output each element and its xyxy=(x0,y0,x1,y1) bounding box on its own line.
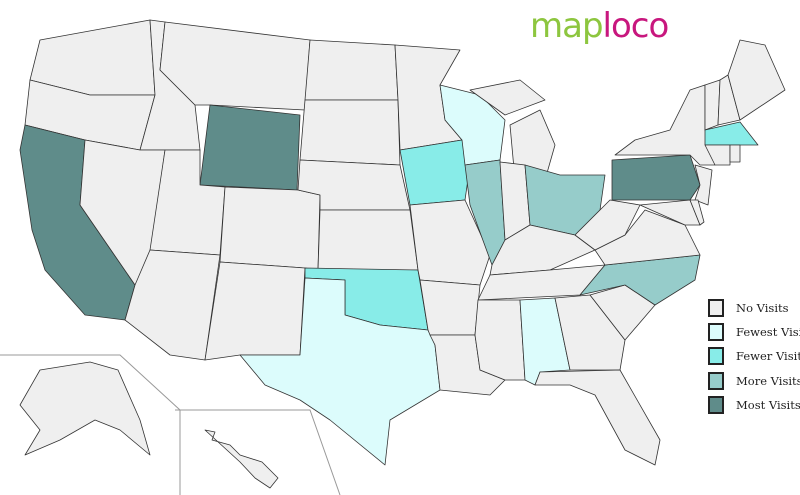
state-hi[interactable] xyxy=(204,429,279,489)
state-de[interactable] xyxy=(689,199,705,226)
legend-label: Most Visits xyxy=(736,397,800,412)
state-tx[interactable] xyxy=(239,277,441,466)
legend: No Visits Fewest Visits Fewer Visits Mor… xyxy=(708,296,800,417)
state-me[interactable] xyxy=(727,39,786,121)
legend-label: More Visits xyxy=(736,373,800,388)
state-sd[interactable] xyxy=(299,99,401,166)
legend-swatch xyxy=(708,323,724,342)
legend-swatch xyxy=(708,395,724,414)
state-nj[interactable] xyxy=(694,164,713,206)
state-nd[interactable] xyxy=(304,39,399,101)
logo-part2: loco xyxy=(602,6,670,46)
legend-item-fewest: Fewest Visits xyxy=(708,320,800,344)
legend-item-most: Most Visits xyxy=(708,393,800,417)
state-ky[interactable] xyxy=(489,224,596,276)
state-ri[interactable] xyxy=(729,144,741,163)
state-fl[interactable] xyxy=(534,369,661,466)
state-wa[interactable] xyxy=(29,19,156,96)
state-ia[interactable] xyxy=(399,139,471,206)
state-miu[interactable] xyxy=(469,79,546,116)
legend-label: Fewest Visits xyxy=(736,325,800,340)
state-co[interactable] xyxy=(219,186,321,271)
logo-part1: map xyxy=(530,6,604,46)
state-ma[interactable] xyxy=(704,121,759,146)
legend-swatch xyxy=(708,299,724,318)
legend-label: Fewer Visits xyxy=(736,349,800,364)
maploco-logo: maploco xyxy=(530,6,670,46)
state-ct[interactable] xyxy=(704,144,731,166)
legend-label: No Visits xyxy=(736,301,789,316)
state-wy[interactable] xyxy=(199,104,301,191)
alaska-inset-border xyxy=(0,354,181,495)
legend-item-more: More Visits xyxy=(708,369,800,393)
legend-item-fewer: Fewer Visits xyxy=(708,344,800,368)
legend-item-none: No Visits xyxy=(708,296,800,320)
state-ks[interactable] xyxy=(317,209,419,271)
state-ak[interactable] xyxy=(19,361,151,456)
state-ms[interactable] xyxy=(474,299,526,381)
legend-swatch xyxy=(708,371,724,390)
legend-swatch xyxy=(708,347,724,366)
hawaii-inset-border xyxy=(175,409,341,495)
state-ny[interactable] xyxy=(614,84,716,166)
state-nm[interactable] xyxy=(204,261,306,361)
state-ga[interactable] xyxy=(554,294,626,371)
state-az[interactable] xyxy=(124,249,221,361)
state-ar[interactable] xyxy=(419,279,481,336)
state-pa[interactable] xyxy=(611,154,701,201)
